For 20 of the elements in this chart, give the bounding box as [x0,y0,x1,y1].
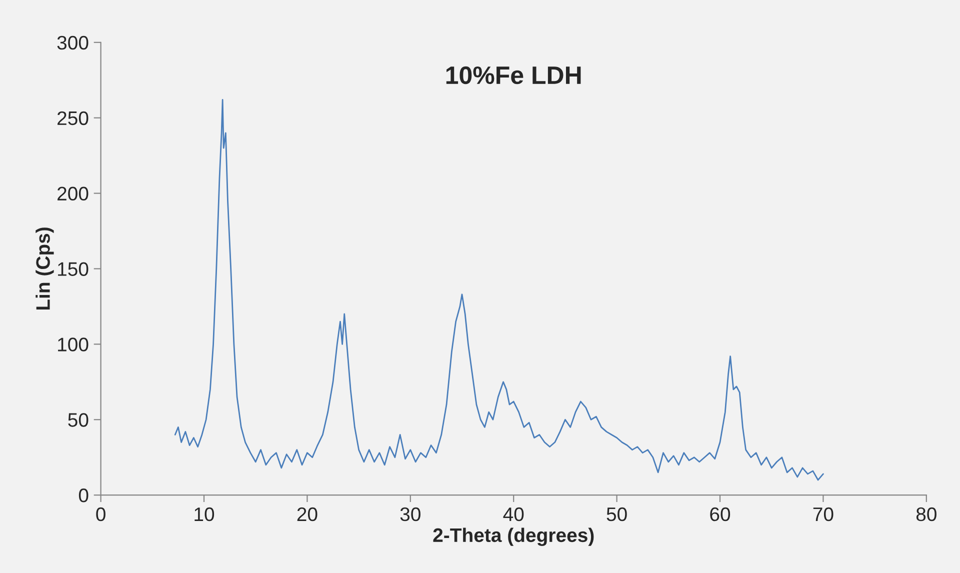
x-tick-label: 80 [916,507,936,522]
x-tick-label: 40 [503,507,524,522]
x-tick-label: 30 [400,507,420,522]
y-tick-label: 150 [58,262,88,276]
y-tick-label: 50 [68,413,88,427]
x-tick-label: 20 [297,507,318,522]
line-series [174,99,824,481]
text: 10%Fe LDH [446,66,581,84]
x-axis-title: 2-Theta (degrees) [433,528,594,546]
y-tick-label: 200 [58,186,88,201]
x-tick-label: 50 [606,507,627,522]
y-tick-label: 0 [78,488,88,502]
x-tick-label: 0 [96,507,106,522]
y-tick-label: 300 [57,36,88,50]
x-tick-label: 60 [710,507,730,522]
y-tick-label: 250 [58,111,88,126]
y-tick-label: 100 [58,338,88,352]
y-axis-title: Lin (Cps) [36,228,54,310]
x-tick-label: 10 [194,507,214,522]
x-tick-label: 70 [813,507,834,522]
